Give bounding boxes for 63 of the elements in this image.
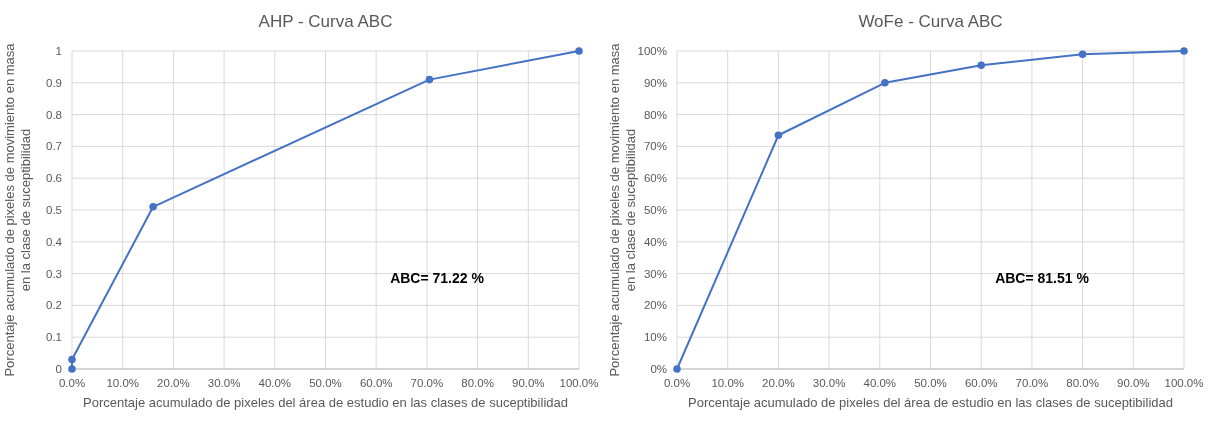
y-tick-label: 0%	[650, 363, 667, 375]
chart-title: WoFe - Curva ABC	[858, 12, 1003, 31]
x-tick-label: 20.0%	[157, 377, 190, 389]
y-tick-label: 0.4	[46, 235, 63, 248]
x-tick-label: 10.0%	[106, 377, 139, 389]
point	[673, 365, 681, 373]
x-tick-label: 80.0%	[1066, 377, 1099, 389]
y-tick-label: 1	[55, 45, 62, 57]
y-tick-label: 0.2	[46, 299, 62, 312]
point	[68, 365, 76, 373]
y-tick-label: 0.1	[46, 331, 62, 344]
y-tick-label: 60%	[643, 172, 667, 185]
x-tick-label: 100.0%	[559, 377, 599, 389]
x-tick-label: 80.0%	[461, 377, 494, 389]
y-tick-label: 0.8	[46, 108, 62, 121]
point	[881, 79, 889, 87]
y-tick-label: 30%	[643, 267, 667, 280]
x-tick-label: 60.0%	[359, 377, 393, 389]
y-tick-label: 0.9	[46, 76, 62, 89]
annotation: ABC= 81.51 %	[995, 270, 1090, 287]
x-tick-label: 40.0%	[258, 377, 292, 389]
point	[774, 131, 783, 140]
y-tick-label: 50%	[643, 204, 667, 216]
point	[68, 355, 76, 364]
y-tick-label: 40%	[643, 235, 667, 248]
annotation: ABC= 71.22 %	[390, 270, 485, 287]
x-tick-label: 100.0%	[1164, 377, 1204, 389]
point	[575, 47, 583, 55]
y-axis-title: Porcentaje acumulado de pixeles de movimiento en masa en la clase de suceptibilidad	[2, 42, 33, 377]
y-tick-label: 0	[55, 363, 62, 375]
point	[1078, 50, 1087, 58]
x-tick-label: 50.0%	[914, 377, 947, 389]
point	[425, 75, 434, 84]
y-tick-label: 10%	[643, 331, 667, 344]
x-tick-label: 90.0%	[1117, 377, 1150, 389]
x-tick-label: 90.0%	[512, 377, 545, 389]
x-tick-label: 10.0%	[711, 377, 744, 389]
y-tick-label: 0.3	[46, 267, 62, 280]
x-tick-label: 60.0%	[964, 377, 998, 389]
y-tick-label: 0.7	[46, 140, 62, 153]
y-tick-label: 90%	[643, 76, 667, 89]
x-tick-label: 40.0%	[863, 377, 897, 389]
x-tick-label: 20.0%	[762, 377, 795, 389]
x-axis-title: Porcentaje acumulado de pixeles del área de estudio en las clases de suceptibilidad	[688, 395, 1173, 410]
y-tick-label: 0.6	[46, 172, 62, 185]
x-axis-title: Porcentaje acumulado de pixeles del área de estudio en las clases de suceptibilidad	[83, 395, 568, 410]
x-tick-label: 50.0%	[309, 377, 342, 389]
y-tick-label: 0.5	[46, 204, 62, 216]
point	[1180, 47, 1188, 55]
point	[149, 203, 157, 211]
y-tick-label: 20%	[643, 299, 667, 312]
x-tick-label: 0.0%	[663, 377, 691, 389]
y-tick-label: 80%	[643, 108, 667, 121]
x-tick-label: 30.0%	[812, 377, 846, 389]
x-tick-label: 70.0%	[1015, 377, 1049, 389]
x-tick-label: 0.0%	[58, 377, 86, 389]
x-tick-label: 30.0%	[207, 377, 241, 389]
y-axis-title: Porcentaje acumulado de pixeles de movimiento en masa en la clase de suceptibilidad	[607, 42, 638, 377]
chart-title: AHP - Curva ABC	[258, 12, 393, 31]
y-tick-label: 70%	[643, 140, 667, 153]
x-tick-label: 70.0%	[410, 377, 444, 389]
y-tick-label: 100%	[637, 45, 667, 57]
point	[977, 61, 985, 70]
